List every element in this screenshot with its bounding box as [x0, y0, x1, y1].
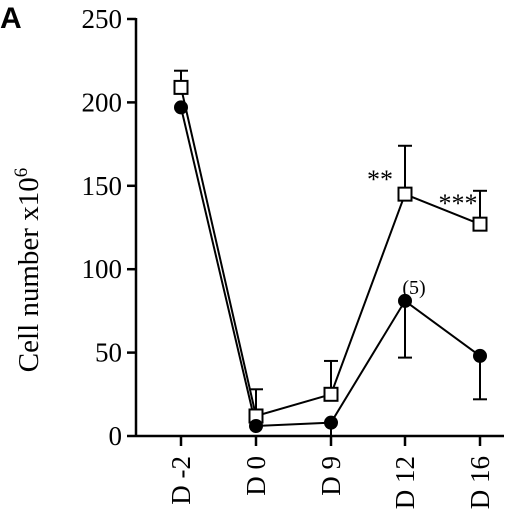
- annotation-label: (5): [402, 277, 425, 299]
- error-bars: [174, 69, 487, 437]
- y-tick-label: 250: [82, 4, 123, 34]
- y-axis-title: Cell number x106: [11, 168, 45, 372]
- square-marker: [173, 79, 189, 95]
- circle-marker: [174, 100, 188, 115]
- circle-marker: [324, 415, 338, 430]
- svg-text:Cell number x106: Cell number x106: [11, 168, 45, 372]
- annotations: *****(5): [367, 165, 478, 299]
- y-tick-label: 100: [82, 254, 123, 284]
- circle-marker: [249, 418, 263, 433]
- circle-marker: [398, 293, 412, 308]
- x-tick-label: D 12: [390, 456, 420, 509]
- x-tick-label: D 9: [316, 456, 346, 496]
- square-marker: [323, 386, 339, 402]
- square-marker: [472, 216, 488, 232]
- panel-label: A: [0, 2, 22, 35]
- annotation-label: **: [367, 165, 393, 194]
- y-tick-label: 0: [109, 421, 123, 451]
- circle-marker: [473, 348, 487, 363]
- annotation-label: ***: [439, 189, 478, 218]
- y-tick-label: 150: [82, 171, 123, 201]
- y-axis-title-text: Cell number x10: [13, 177, 45, 372]
- square-marker: [397, 186, 413, 202]
- x-ticks: D -2 D 0 D 9 D 12 D 16: [166, 436, 495, 509]
- x-tick-label: D 0: [241, 456, 271, 496]
- y-ticks: 0 50 100 150 200 250: [82, 4, 136, 451]
- x-tick-label: D 16: [465, 456, 495, 509]
- x-tick-label: D -2: [166, 456, 196, 505]
- y-axis-title-exponent: 6: [11, 168, 32, 178]
- y-tick-label: 200: [82, 87, 123, 117]
- y-tick-label: 50: [95, 338, 122, 368]
- series-markers: [173, 79, 488, 433]
